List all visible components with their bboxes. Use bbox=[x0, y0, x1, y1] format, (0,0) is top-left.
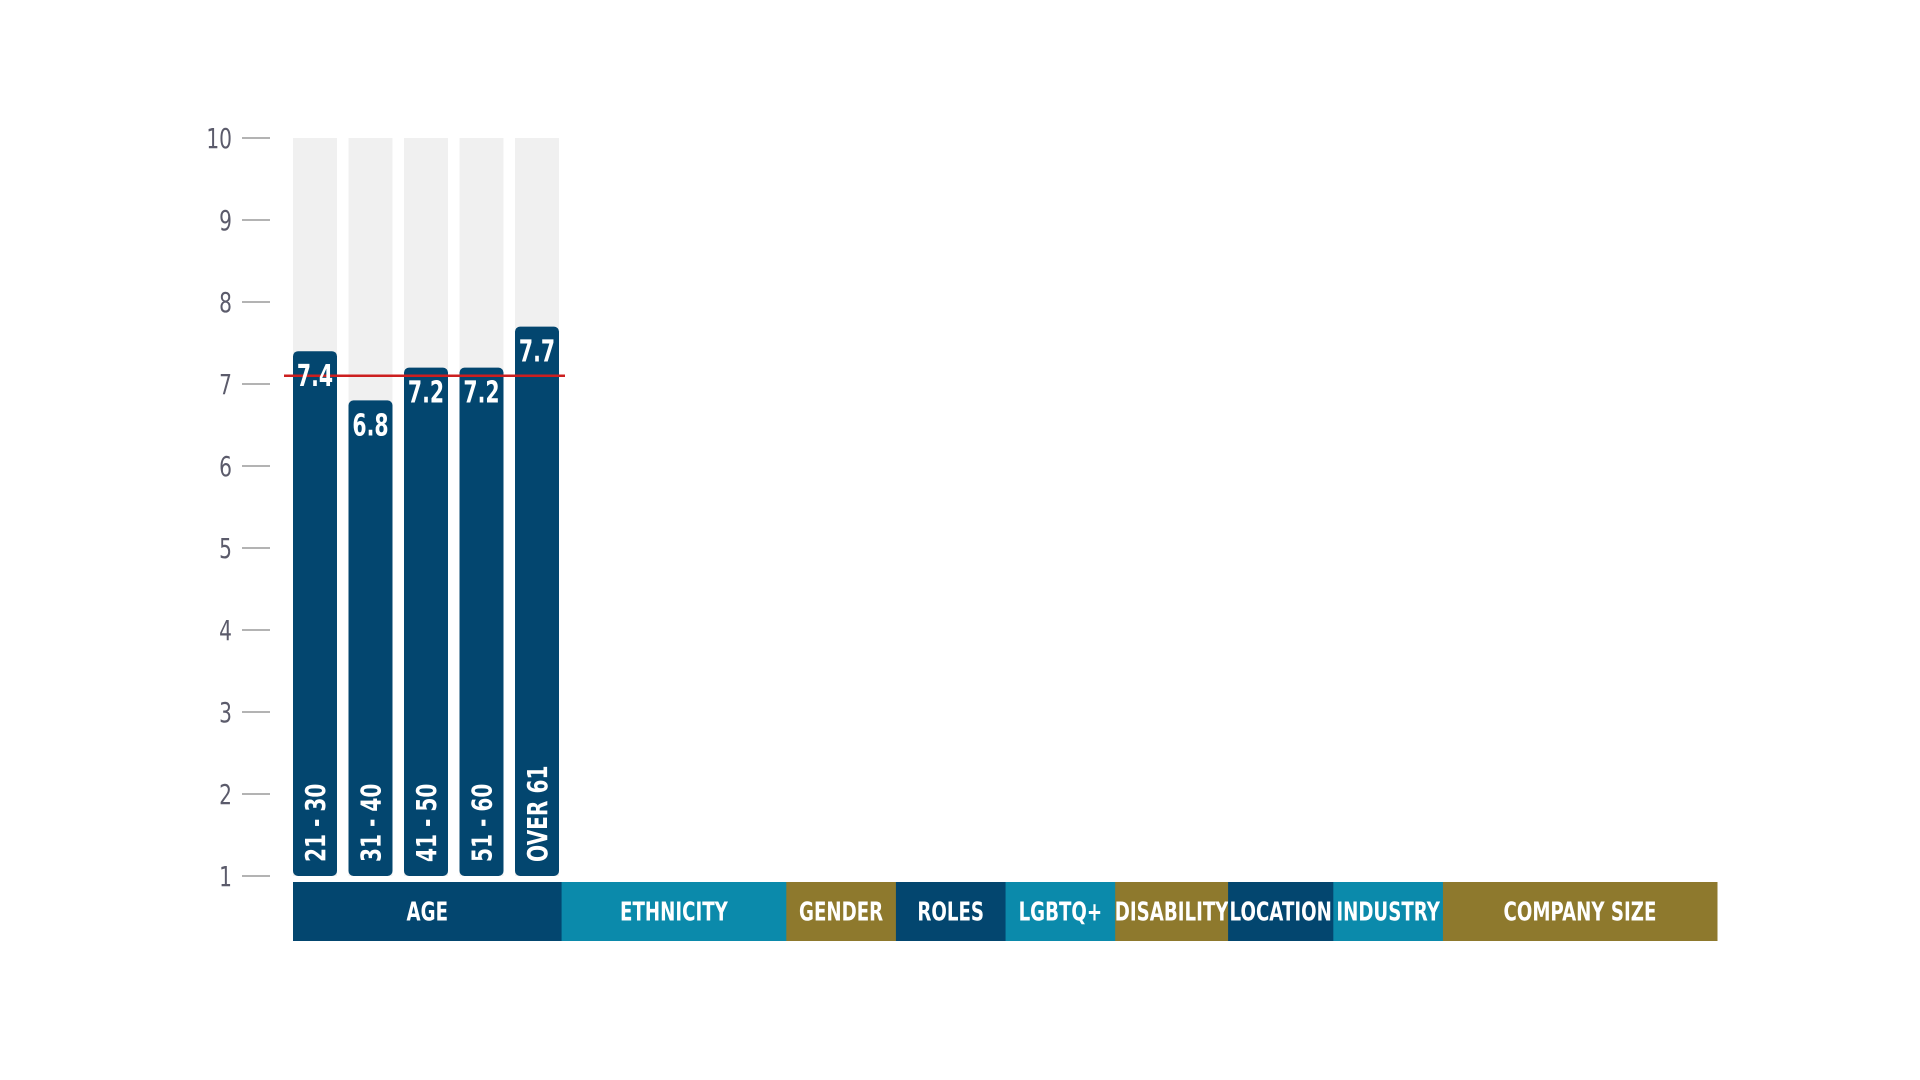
y-tick-label: 4 bbox=[219, 614, 232, 647]
group-tab-label: LOCATION bbox=[1230, 897, 1332, 927]
group-tab bbox=[293, 882, 563, 941]
group-tab bbox=[786, 882, 897, 941]
group-tab-label: INDUSTRY bbox=[1336, 897, 1440, 927]
bar-category-label: OVER 61 bbox=[521, 766, 554, 862]
bar-category-label: 21 - 30 bbox=[299, 784, 332, 862]
bar-labels: 7.4 21 - 30 6.8 31 - 40 7.2 41 - 50 7.2 51 - 60… bbox=[297, 335, 555, 862]
y-tick-label: 8 bbox=[219, 286, 232, 319]
y-tick-label: 2 bbox=[219, 778, 232, 811]
group-tab bbox=[1333, 882, 1444, 941]
bar bbox=[293, 351, 337, 876]
bar-value-label: 7.2 bbox=[463, 376, 499, 411]
group-tab-label: ETHNICITY bbox=[620, 897, 728, 927]
group-tab bbox=[1005, 882, 1116, 941]
group-tabs: AGE ETHNICITY GENDER ROLES LGBTQ+ DISABILITY L… bbox=[293, 882, 1718, 941]
y-tick-label: 1 bbox=[219, 860, 232, 893]
y-axis: 1 2 3 4 5 6 7 8 9 10 bbox=[206, 122, 270, 893]
bar-value-label: 6.8 bbox=[352, 409, 388, 444]
bar bbox=[404, 367, 448, 876]
y-tick-label: 7 bbox=[219, 368, 232, 401]
group-tab bbox=[1442, 882, 1718, 941]
group-tab bbox=[1228, 882, 1334, 941]
y-tick-label: 10 bbox=[206, 122, 232, 155]
group-tab-label: ROLES bbox=[917, 897, 984, 927]
group-tab bbox=[1115, 882, 1229, 941]
y-tick-label: 3 bbox=[219, 696, 232, 729]
bar-value-label: 7.7 bbox=[519, 335, 555, 370]
bar-value-label: 7.2 bbox=[408, 376, 444, 411]
group-tab-label: COMPANY SIZE bbox=[1504, 897, 1657, 927]
group-tab-label: LGBTQ+ bbox=[1019, 897, 1103, 927]
bar bbox=[348, 400, 393, 876]
group-tab-label: GENDER bbox=[799, 897, 883, 927]
bars bbox=[293, 326, 559, 877]
bar-category-label: 31 - 40 bbox=[354, 784, 387, 862]
y-tick-label: 6 bbox=[219, 450, 232, 483]
bar bbox=[459, 367, 504, 876]
y-tick-label: 5 bbox=[219, 532, 232, 565]
bar-category-label: 51 - 60 bbox=[465, 784, 498, 862]
group-tab bbox=[895, 882, 1007, 941]
group-tab bbox=[561, 882, 787, 941]
bar-value-label: 7.4 bbox=[297, 359, 333, 394]
group-tab-label: DISABILITY bbox=[1115, 897, 1229, 927]
bar bbox=[515, 326, 559, 877]
y-tick-label: 9 bbox=[219, 204, 232, 237]
group-tab-label: AGE bbox=[407, 897, 448, 927]
bar-category-label: 41 - 50 bbox=[410, 784, 443, 862]
